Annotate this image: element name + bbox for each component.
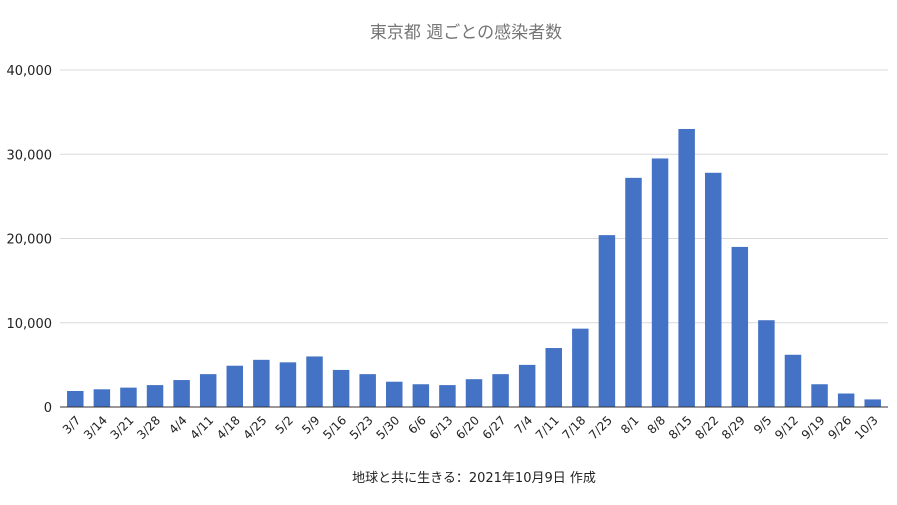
bar	[439, 385, 456, 407]
x-tick-label: 4/4	[166, 413, 190, 437]
chart-title: 東京都 週ごとの感染者数	[370, 23, 562, 43]
x-tick-label: 4/18	[214, 413, 243, 442]
bar	[784, 354, 802, 407]
bar	[146, 385, 164, 407]
bar	[173, 380, 190, 407]
x-tick-label: 9/5	[751, 413, 775, 437]
y-axis-ticks: 0 10,000 20,000 30,000 40,000	[7, 64, 53, 416]
y-tick-label: 40,000	[7, 64, 53, 79]
y-tick-label: 20,000	[7, 233, 53, 248]
y-tick-label: 30,000	[7, 148, 53, 163]
bar	[731, 246, 749, 407]
x-tick-label: 9/26	[825, 413, 854, 442]
bar	[572, 328, 589, 407]
x-tick-label: 5/9	[299, 413, 323, 437]
x-tick-label: 4/25	[241, 413, 270, 442]
bar	[332, 369, 350, 407]
x-tick-label: 5/2	[273, 413, 297, 437]
x-tick-label: 6/13	[427, 413, 456, 442]
x-tick-label: 5/30	[373, 413, 402, 442]
x-tick-label: 10/3	[852, 413, 881, 442]
x-tick-label: 9/19	[799, 413, 828, 442]
x-tick-label: 7/4	[512, 413, 536, 437]
x-tick-label: 8/1	[618, 413, 642, 437]
bar	[678, 128, 695, 407]
x-tick-label: 7/25	[586, 413, 615, 442]
x-tick-label: 3/21	[108, 413, 137, 442]
x-tick-label: 3/14	[81, 413, 110, 442]
x-tick-label: 8/22	[692, 413, 721, 442]
bar	[492, 374, 509, 407]
bar	[359, 374, 376, 407]
bar	[67, 390, 84, 407]
x-tick-label: 8/15	[666, 413, 695, 442]
bar	[704, 172, 722, 407]
bar	[279, 362, 297, 407]
y-tick-label: 10,000	[7, 317, 53, 332]
x-tick-label: 4/11	[187, 413, 216, 442]
bar	[412, 384, 430, 407]
bar	[465, 379, 483, 407]
bar	[651, 158, 669, 407]
bar	[306, 356, 323, 407]
x-tick-label: 7/11	[533, 413, 562, 442]
bar	[598, 235, 616, 407]
gridlines	[60, 69, 888, 324]
x-tick-label: 6/27	[480, 413, 509, 442]
x-tick-label: 3/28	[134, 413, 163, 442]
x-tick-label: 5/16	[320, 413, 349, 442]
x-tick-label: 3/7	[60, 413, 84, 437]
y-tick-label: 0	[44, 401, 52, 416]
bar	[120, 387, 137, 407]
bar	[386, 381, 403, 407]
x-tick-label: 8/29	[719, 413, 748, 442]
bar	[518, 364, 536, 407]
bar	[226, 365, 244, 407]
bar	[625, 177, 642, 407]
x-axis-label: 地球と共に生きる：2021年10月9日 作成	[352, 471, 596, 486]
x-tick-label: 5/23	[347, 413, 376, 442]
bar	[811, 384, 828, 407]
x-tick-label: 6/20	[453, 413, 482, 442]
bar	[199, 374, 217, 407]
x-tick-label: 8/8	[645, 413, 669, 437]
x-tick-label: 6/6	[405, 413, 429, 437]
bar	[545, 348, 562, 407]
bar	[758, 320, 775, 407]
x-tick-label: 9/12	[772, 413, 801, 442]
bar	[253, 359, 270, 407]
x-axis-ticks: 3/73/143/213/28 4/44/114/184/25 5/2 5/95/16…	[60, 413, 881, 442]
x-tick-label: 7/18	[559, 413, 588, 442]
bar	[837, 393, 855, 407]
bars	[67, 128, 881, 407]
bar	[93, 389, 111, 407]
bar	[864, 399, 881, 407]
